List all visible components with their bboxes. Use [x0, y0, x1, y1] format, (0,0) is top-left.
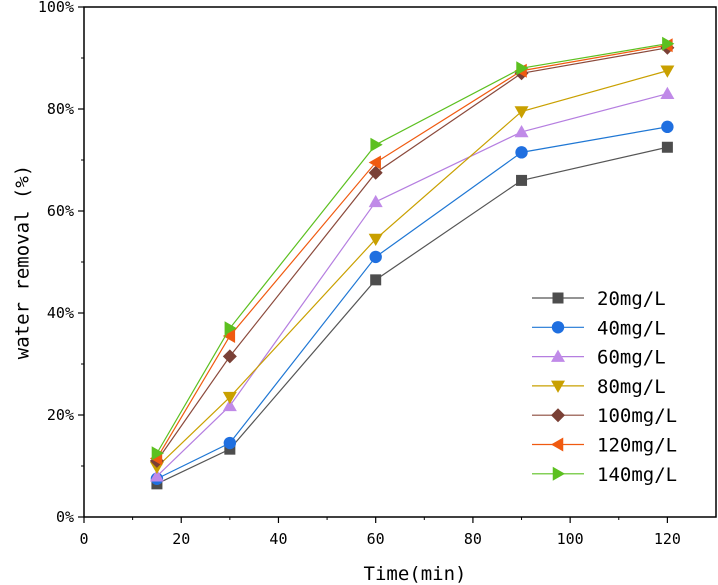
- y-tick-label: 60%: [47, 202, 74, 220]
- data-point: [661, 120, 674, 134]
- legend-label: 20mg/L: [597, 288, 666, 310]
- data-point: [514, 106, 529, 119]
- legend-marker: [551, 437, 564, 452]
- data-point: [515, 146, 528, 159]
- legend-label: 120mg/L: [597, 435, 677, 457]
- series-line: [156, 93, 668, 477]
- data-point: [222, 328, 236, 343]
- data-point: [222, 349, 237, 364]
- x-tick-label: 0: [79, 530, 88, 548]
- series-60mg-per-L: [149, 86, 675, 482]
- legend-marker: [551, 349, 565, 362]
- data-point: [149, 469, 164, 482]
- data-point: [224, 321, 237, 336]
- legend-marker: [551, 408, 565, 423]
- series-80mg-per-L: [149, 65, 675, 475]
- x-axis: 0 20 40 60 80 100 120: [79, 517, 681, 548]
- x-tick-label: 40: [269, 530, 287, 548]
- legend-marker: [552, 292, 564, 304]
- data-point: [223, 436, 237, 450]
- x-tick-label: 60: [367, 530, 385, 548]
- data-point: [368, 233, 383, 247]
- data-point: [370, 137, 383, 152]
- data-point: [514, 124, 529, 138]
- y-axis-title: water removal (%): [12, 165, 34, 359]
- legend-item: 80mg/L: [532, 376, 666, 398]
- y-tick-label: 40%: [47, 304, 74, 322]
- series-line: [156, 146, 668, 485]
- data-point: [151, 446, 164, 461]
- legend-item: 60mg/L: [532, 347, 666, 369]
- legend-item: 100mg/L: [532, 405, 677, 427]
- legend-item: 140mg/L: [532, 464, 677, 486]
- legend: 20mg/L 40mg/L 60mg/L 80mg/L 100mg/L 120mg/L 14…: [532, 288, 677, 486]
- y-tick-label: 80%: [47, 100, 74, 118]
- data-point: [660, 86, 675, 99]
- x-axis-title: Time(min): [364, 563, 467, 585]
- x-tick-label: 100: [557, 530, 584, 548]
- legend-item: 120mg/L: [532, 435, 677, 457]
- y-tick-label: 0%: [56, 508, 74, 526]
- y-tick-label: 20%: [47, 406, 74, 424]
- legend-label: 40mg/L: [597, 317, 666, 339]
- legend-marker: [551, 321, 565, 334]
- data-point: [661, 141, 673, 153]
- x-tick-label: 20: [172, 530, 190, 548]
- data-point: [368, 194, 383, 208]
- legend-label: 80mg/L: [597, 376, 666, 398]
- legend-marker: [551, 380, 565, 393]
- data-point: [369, 250, 382, 264]
- data-point: [368, 155, 381, 170]
- legend-marker: [552, 466, 565, 481]
- y-tick-label: 100%: [38, 0, 74, 16]
- data-point: [660, 65, 675, 78]
- legend-label: 60mg/L: [597, 347, 666, 369]
- x-tick-label: 120: [654, 530, 681, 548]
- series-layer: [149, 36, 675, 490]
- y-axis: 0% 20% 40% 60% 80% 100%: [38, 0, 84, 526]
- series-140mg-per-L: [151, 36, 675, 461]
- data-point: [222, 391, 237, 405]
- data-point: [222, 398, 237, 412]
- legend-label: 100mg/L: [597, 405, 677, 427]
- legend-item: 20mg/L: [532, 288, 666, 310]
- data-point: [662, 36, 675, 51]
- x-tick-label: 80: [464, 530, 482, 548]
- series-line: [156, 43, 668, 454]
- data-point: [368, 165, 383, 180]
- data-point: [516, 174, 528, 186]
- series-40mg-per-L: [150, 120, 674, 485]
- series-line: [156, 126, 668, 480]
- data-point: [370, 274, 382, 286]
- data-point: [516, 61, 529, 76]
- legend-label: 140mg/L: [597, 464, 677, 486]
- legend-item: 40mg/L: [532, 317, 666, 339]
